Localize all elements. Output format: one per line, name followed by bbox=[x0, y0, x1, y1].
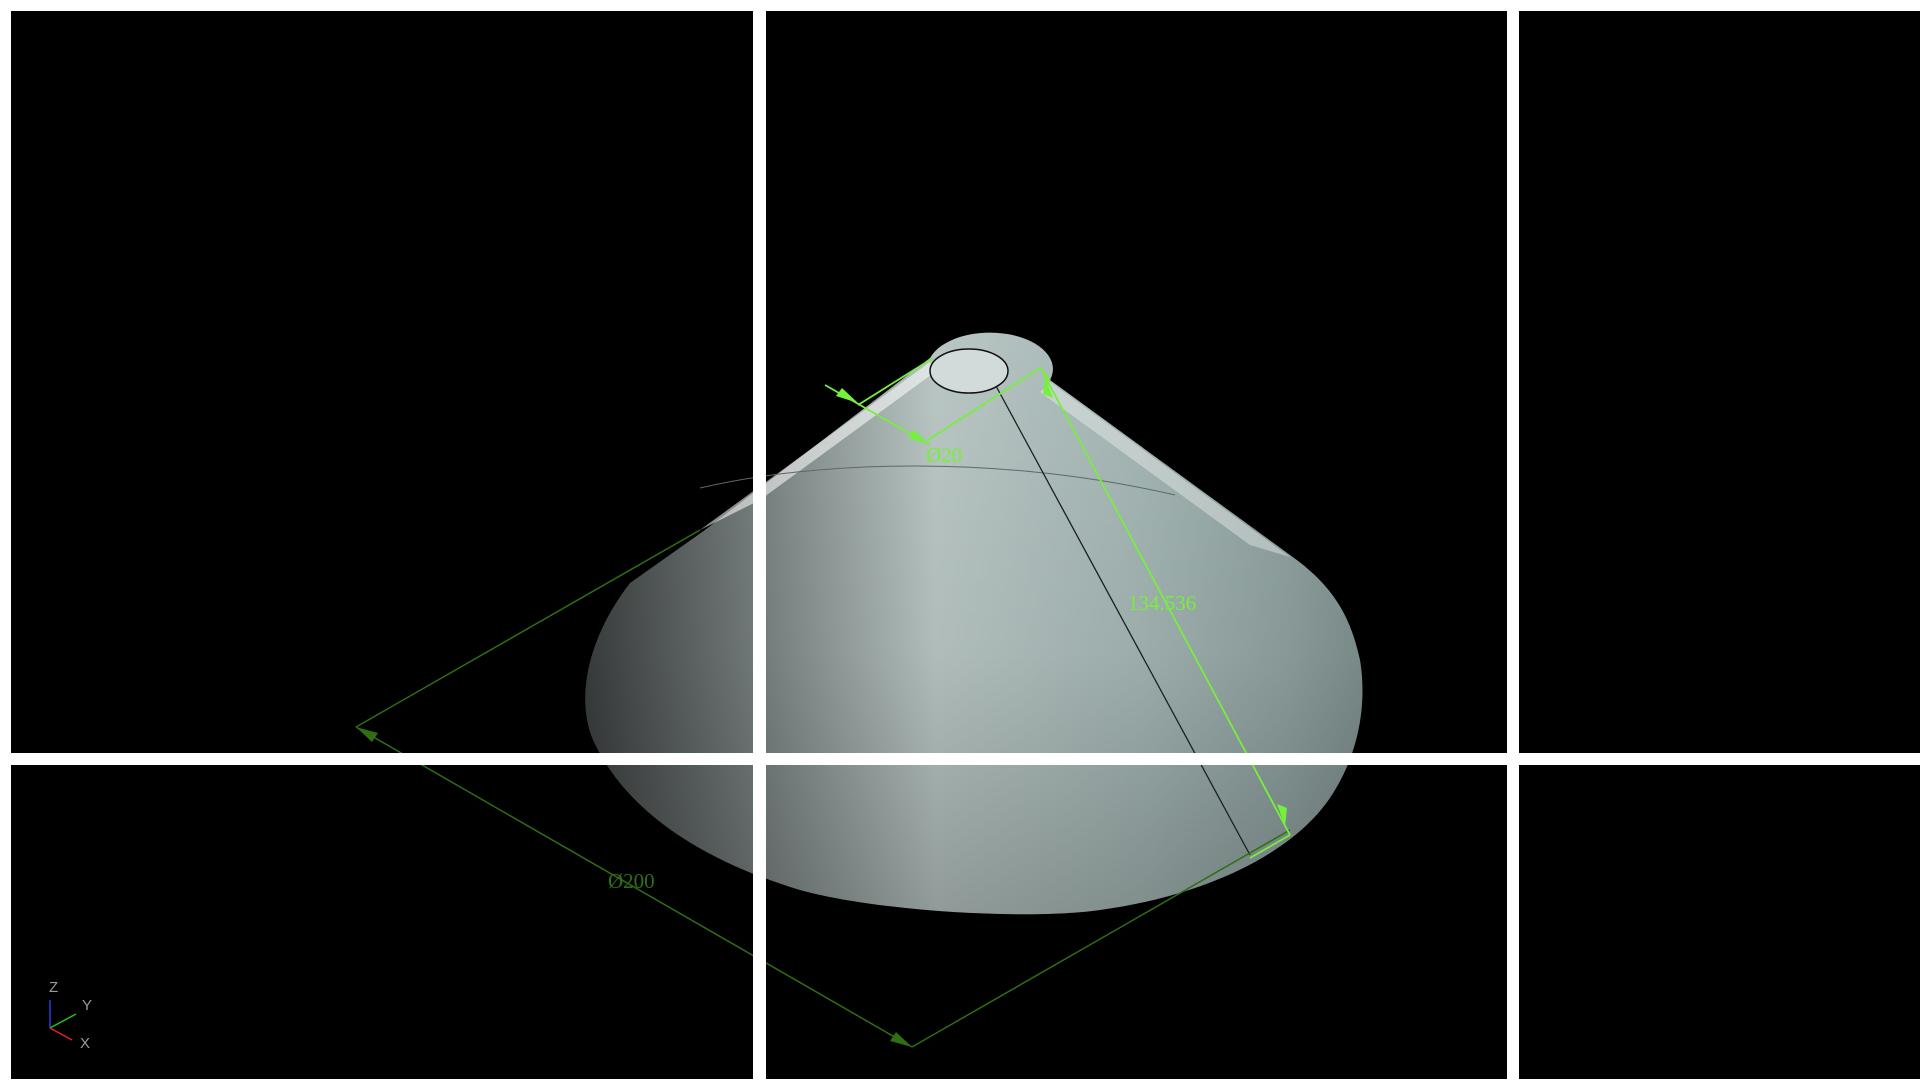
frame-border-top bbox=[0, 0, 1920, 11]
dim-arrowhead bbox=[836, 388, 858, 403]
dim-extension-line bbox=[355, 529, 701, 728]
cone-top-face[interactable] bbox=[929, 348, 1009, 394]
dimension-top-diameter[interactable]: Ø20 bbox=[824, 357, 1041, 467]
frame-divider-vertical bbox=[753, 0, 766, 1080]
y-axis-line bbox=[49, 1013, 77, 1029]
dim-arrowhead bbox=[908, 430, 930, 445]
x-axis-label: X bbox=[80, 1035, 90, 1052]
frame-border-left bbox=[0, 0, 11, 1080]
dim-extension-line bbox=[1249, 834, 1291, 859]
cone-model[interactable] bbox=[585, 332, 1363, 915]
dim-arrowhead bbox=[356, 727, 378, 742]
dim-extension-line bbox=[857, 357, 934, 406]
x-axis-line bbox=[49, 1027, 73, 1041]
frame-divider-horizontal bbox=[0, 753, 1920, 765]
bottom-diameter-label: Ø200 bbox=[608, 869, 655, 893]
z-axis-label: Z bbox=[49, 979, 58, 996]
dim-extension-line bbox=[927, 367, 1041, 441]
dim-arrowhead bbox=[890, 1032, 912, 1047]
dim-arrowhead bbox=[1043, 376, 1053, 398]
frame-divider-vertical bbox=[1507, 0, 1519, 1080]
y-axis-label: Y bbox=[82, 997, 92, 1014]
dim-extension-line bbox=[911, 829, 1291, 1048]
cone-edge-highlight-right bbox=[1040, 382, 1290, 557]
cone-seam-arc bbox=[699, 465, 1176, 496]
dim-line bbox=[355, 726, 913, 1048]
dimension-bottom-diameter[interactable]: Ø200 bbox=[355, 529, 1291, 1048]
slant-length-label: 134.536 bbox=[1128, 591, 1196, 615]
dim-arrowhead bbox=[1277, 804, 1287, 826]
top-diameter-label: Ø20 bbox=[926, 443, 962, 467]
cone-seam-line bbox=[995, 385, 1251, 856]
axis-triad: Z Y X bbox=[49, 979, 92, 1052]
